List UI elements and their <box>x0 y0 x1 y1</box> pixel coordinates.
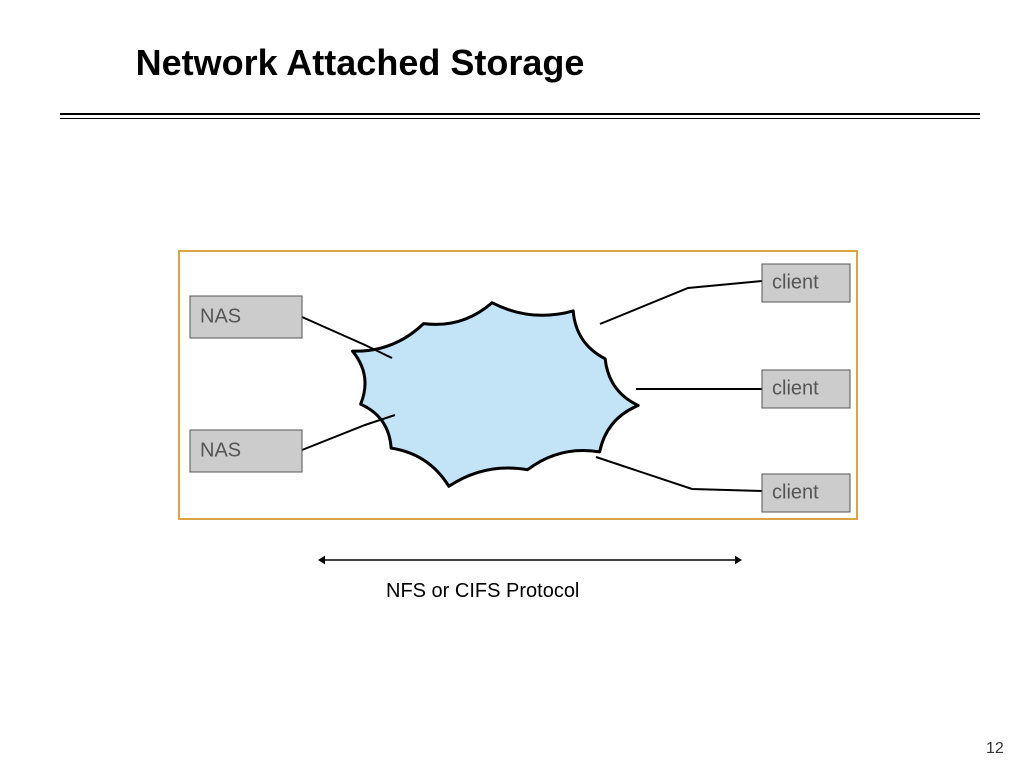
protocol-label: NFS or CIFS Protocol <box>386 580 579 603</box>
cloud-label-lanwan: LAN/WAN <box>440 382 539 408</box>
title-divider-bottom <box>60 118 980 119</box>
title-divider-top <box>60 113 980 115</box>
page-number: 12 <box>986 740 1004 758</box>
slide-title: Network Attached Storage <box>0 42 720 84</box>
cloud-label-tcpip: TCP/IP Network <box>425 427 559 448</box>
protocol-arrow-head-left <box>318 556 325 564</box>
protocol-arrow-head-right <box>735 556 742 564</box>
